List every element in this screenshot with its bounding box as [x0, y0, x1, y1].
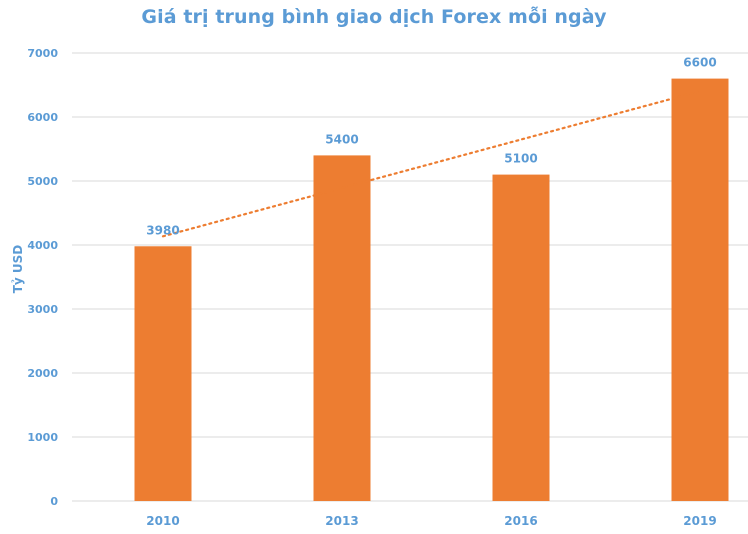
data-label: 3980: [146, 223, 179, 237]
bars: [134, 78, 729, 501]
trendline-path: [161, 90, 702, 238]
trendline: [161, 90, 702, 238]
x-tick-label: 2013: [325, 514, 358, 528]
x-axis-ticks: 2010 2013 2016 2019: [146, 514, 716, 528]
bar: [134, 246, 192, 501]
y-tick-label: 6000: [27, 111, 58, 124]
gridlines: [72, 52, 748, 502]
y-axis-ticks: 0 1000 2000 3000 4000 5000 6000 7000: [27, 47, 58, 508]
y-tick-label: 0: [50, 495, 58, 508]
y-tick-label: 3000: [27, 303, 58, 316]
chart-title: Giá trị trung bình giao dịch Forex mỗi n…: [141, 6, 607, 28]
bar: [492, 174, 550, 501]
bar: [671, 78, 729, 501]
y-tick-label: 7000: [27, 47, 58, 60]
x-tick-label: 2010: [146, 514, 179, 528]
data-labels: 3980 5400 5100 6600: [146, 56, 716, 238]
bar: [313, 155, 371, 501]
y-tick-label: 4000: [27, 239, 58, 252]
y-tick-label: 2000: [27, 367, 58, 380]
y-tick-label: 5000: [27, 175, 58, 188]
data-label: 6600: [683, 56, 716, 70]
x-tick-label: 2019: [683, 514, 716, 528]
y-tick-label: 1000: [27, 431, 58, 444]
data-label: 5400: [325, 132, 358, 146]
x-tick-label: 2016: [504, 514, 537, 528]
data-label: 5100: [504, 152, 537, 166]
